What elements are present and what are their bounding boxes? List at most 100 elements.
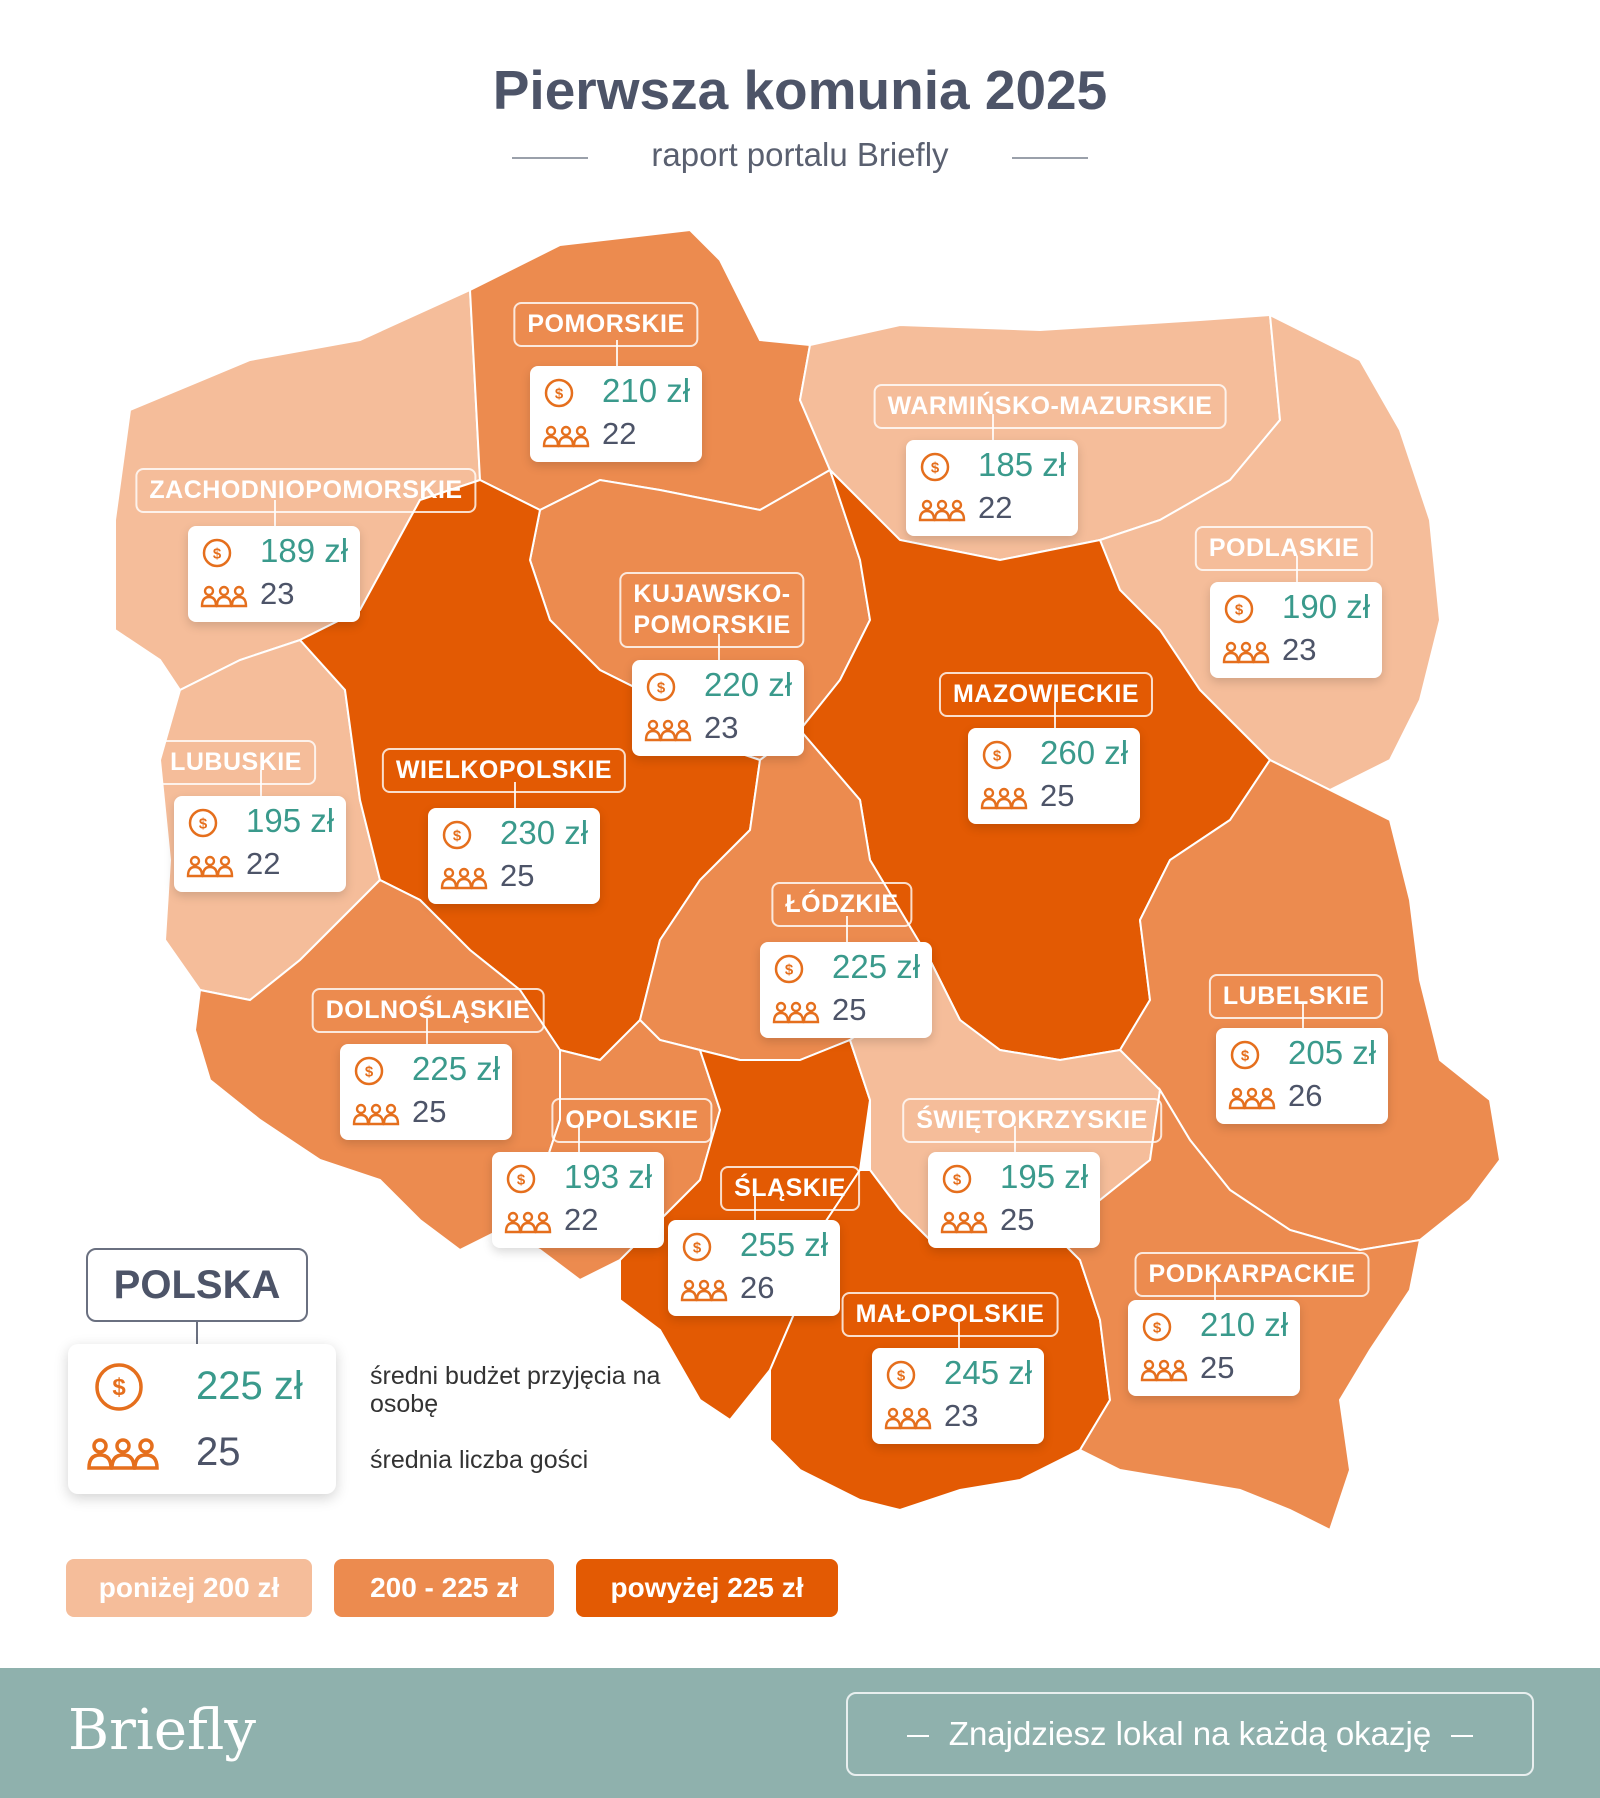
dollar-coin-icon: $	[1230, 1040, 1260, 1070]
region-label-wielkopolskie: WIELKOPOLSKIE	[381, 748, 627, 793]
svg-text:$: $	[897, 1368, 906, 1385]
region-price: 210 zł	[602, 372, 691, 409]
svg-text:$: $	[365, 1064, 374, 1081]
region-label-kujawsko: KUJAWSKO- POMORSKIE	[619, 572, 805, 648]
people-group-icon	[87, 1438, 159, 1470]
region-price: 230 zł	[500, 814, 589, 851]
region-card-lubelskie: $205 zł 26	[1216, 1028, 1388, 1124]
svg-text:$: $	[453, 828, 462, 845]
region-label-pomorskie: POMORSKIE	[513, 302, 699, 347]
people-group-icon	[440, 867, 488, 890]
cta-label: Znajdziesz lokal na każdą okazję	[948, 1715, 1432, 1752]
region-price: 220 zł	[704, 666, 793, 703]
people-group-icon	[918, 499, 966, 522]
subtitle-line-left	[512, 157, 588, 159]
region-guests: 23	[944, 1398, 979, 1433]
region-label-lubelskie: LUBELSKIE	[1208, 974, 1384, 1019]
region-price: 225 zł	[832, 948, 921, 985]
dollar-coin-icon: $	[942, 1164, 972, 1194]
page-subtitle: raport portalu Briefly	[651, 136, 949, 173]
region-price: 210 zł	[1200, 1306, 1289, 1343]
national-price: 225 zł	[196, 1364, 303, 1408]
brand-logo[interactable]: Briefly	[68, 1698, 256, 1763]
cta-dash-left	[906, 1735, 929, 1738]
region-price: 245 zł	[944, 1354, 1033, 1391]
region-price: 190 zł	[1282, 588, 1371, 625]
region-stem-warminsko	[992, 414, 994, 440]
svg-text:$: $	[199, 816, 208, 833]
guests-description: średnia liczba gości	[370, 1446, 589, 1474]
region-stem-wielkopolskie	[514, 782, 516, 808]
region-label-zachodnio: ZACHODNIOPOMORSKIE	[135, 468, 477, 513]
svg-text:$: $	[1235, 602, 1244, 619]
region-stem-kujawsko	[718, 634, 720, 660]
region-card-malopolskie: $245 zł 23	[872, 1348, 1044, 1444]
people-group-icon	[772, 1001, 820, 1024]
region-card-dolnoslaskie: $225 zł 25	[340, 1044, 512, 1140]
national-stem	[196, 1322, 198, 1344]
dollar-coin-icon: $	[920, 452, 950, 482]
region-guests: 25	[1000, 1202, 1035, 1237]
dollar-coin-icon: $	[1224, 594, 1254, 624]
region-stem-pomorskie	[616, 340, 618, 366]
region-stem-swietokrzyskie	[1014, 1126, 1016, 1152]
region-card-pomorskie: $210 zł 22	[530, 366, 702, 462]
region-guests: 25	[412, 1094, 447, 1129]
dollar-coin-icon: $	[774, 954, 804, 984]
svg-text:$: $	[993, 748, 1002, 765]
region-stem-malopolskie	[958, 1322, 960, 1348]
subtitle-line-right	[1012, 157, 1088, 159]
people-group-icon	[884, 1407, 932, 1430]
dollar-coin-icon: $	[544, 378, 574, 408]
dollar-coin-icon: $	[646, 672, 676, 702]
dollar-coin-icon: $	[886, 1360, 916, 1390]
region-card-wielkopolskie: $230 zł 25	[428, 808, 600, 904]
region-guests: 25	[1200, 1350, 1235, 1385]
cta-button[interactable]: Znajdziesz lokal na każdą okazję	[846, 1692, 1534, 1776]
dollar-coin-icon: $	[982, 740, 1012, 770]
dollar-coin-icon: $	[202, 538, 232, 568]
svg-text:$: $	[555, 386, 564, 403]
region-stem-lubelskie	[1302, 1002, 1304, 1028]
region-stem-podkarpackie	[1214, 1274, 1216, 1300]
region-card-swietokrzyskie: $195 zł 25	[928, 1152, 1100, 1248]
region-label-lubuskie: LUBUSKIE	[156, 740, 316, 785]
svg-text:$: $	[517, 1172, 526, 1189]
region-label-malopolskie: MAŁOPOLSKIE	[841, 1292, 1059, 1337]
people-group-icon	[980, 787, 1028, 810]
region-price: 193 zł	[564, 1158, 653, 1195]
dollar-coin-icon: $	[188, 808, 218, 838]
region-card-lubuskie: $195 zł 22	[174, 796, 346, 892]
region-guests: 22	[246, 846, 281, 881]
people-group-icon	[542, 425, 590, 448]
region-card-kujawsko: $220 zł 23	[632, 660, 804, 756]
dollar-coin-icon: $	[95, 1363, 143, 1411]
region-guests: 25	[1040, 778, 1075, 813]
region-label-warminsko: WARMIŃSKO-MAZURSKIE	[873, 384, 1227, 429]
dollar-coin-icon: $	[1142, 1312, 1172, 1342]
region-guests: 26	[1288, 1078, 1323, 1113]
region-card-slaskie: $255 zł 26	[668, 1220, 840, 1316]
region-stem-lodzkie	[846, 916, 848, 942]
price-description: średni budżet przyjęcia na osobę	[370, 1362, 661, 1418]
region-card-podlaskie: $190 zł 23	[1210, 582, 1382, 678]
region-stem-zachodnio	[274, 500, 276, 526]
region-card-opolskie: $193 zł 22	[492, 1152, 664, 1248]
svg-text:$: $	[112, 1374, 126, 1401]
people-group-icon	[504, 1211, 552, 1234]
footer-bar	[0, 1668, 1600, 1798]
people-group-icon	[352, 1103, 400, 1126]
svg-text:$: $	[1153, 1320, 1162, 1337]
legend-below-200: poniżej 200 zł	[66, 1559, 312, 1617]
svg-text:$: $	[657, 680, 666, 697]
region-guests: 23	[1282, 632, 1317, 667]
svg-text:$: $	[693, 1240, 702, 1257]
region-label-lodzkie: ŁÓDZKIE	[771, 882, 913, 927]
region-label-podlaskie: PODLASKIE	[1194, 526, 1374, 571]
region-label-opolskie: OPOLSKIE	[551, 1098, 713, 1143]
region-card-mazowieckie: $260 zł 25	[968, 728, 1140, 824]
region-label-podkarpackie: PODKARPACKIE	[1134, 1252, 1370, 1297]
region-stem-slaskie	[754, 1194, 756, 1220]
region-guests: 22	[602, 416, 637, 451]
region-guests: 25	[500, 858, 535, 893]
